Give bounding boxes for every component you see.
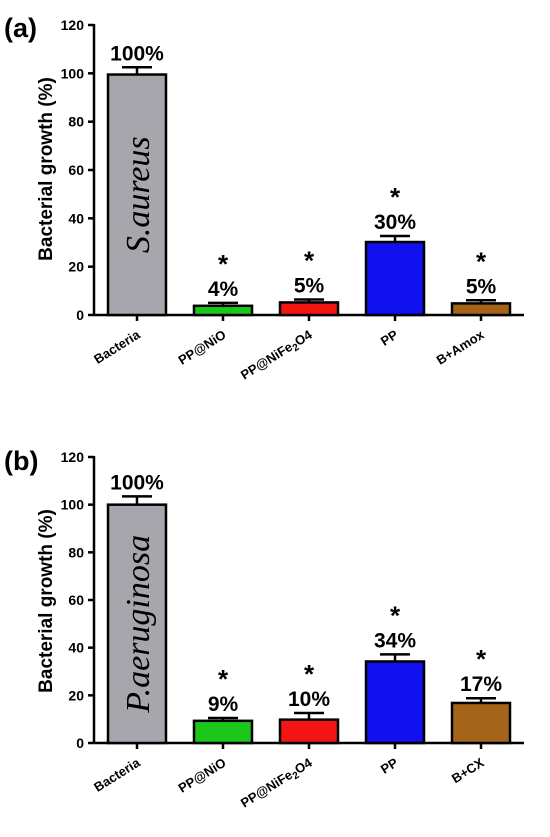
bar bbox=[192, 719, 254, 745]
y-tick-label: 0 bbox=[76, 735, 84, 751]
y-tick-label: 20 bbox=[68, 259, 84, 275]
bar-species-label: P.aeruginosa bbox=[120, 535, 157, 714]
data-label: 30% bbox=[374, 211, 416, 234]
x-tick-text: PP@NiO bbox=[176, 327, 229, 368]
y-tick-label: 40 bbox=[68, 210, 84, 226]
x-tick-label: Bacteria bbox=[91, 754, 143, 794]
x-tick-text: Bacteria bbox=[91, 754, 143, 794]
x-tick-label: PP bbox=[378, 327, 401, 349]
significance-star: * bbox=[390, 182, 401, 212]
significance-star: * bbox=[304, 659, 315, 689]
x-tick-label: PP bbox=[378, 755, 401, 777]
panel-label: (a) bbox=[4, 13, 37, 43]
bar-species-label: S.aureus bbox=[120, 136, 157, 253]
bar bbox=[450, 701, 512, 745]
data-label: 34% bbox=[374, 629, 416, 652]
data-label: 5% bbox=[294, 275, 325, 298]
x-tick-label: B+Amox bbox=[434, 326, 488, 367]
x-tick-label: PP@NiO bbox=[176, 327, 229, 368]
x-tick-text: PP@NiO bbox=[176, 755, 229, 796]
x-tick-text: Bacteria bbox=[91, 326, 143, 366]
significance-star: * bbox=[218, 664, 229, 694]
bar bbox=[278, 718, 340, 745]
significance-star: * bbox=[218, 249, 229, 279]
panel-label: (b) bbox=[4, 446, 38, 476]
x-tick-text: PP bbox=[378, 327, 401, 349]
bar bbox=[278, 301, 340, 317]
chart-panel-b: (b) Bacterial growth (%) 0 20 40 60 80 100 120… bbox=[4, 446, 524, 813]
chart-panel-a: (a) Bacterial growth (%) 0 20 40 60 80 100 120… bbox=[4, 13, 524, 385]
bar bbox=[450, 302, 512, 317]
y-tick-label: 100 bbox=[61, 65, 85, 81]
y-tick-label: 60 bbox=[68, 592, 84, 608]
data-label: 9% bbox=[208, 693, 239, 716]
x-tick-text: PP@NiFe bbox=[238, 339, 295, 383]
y-tick-label: 0 bbox=[76, 307, 84, 323]
x-tick-text: PP bbox=[378, 755, 401, 777]
x-tick-subscript: 2 bbox=[291, 770, 302, 783]
data-label: 17% bbox=[460, 673, 502, 696]
y-tick-label: 80 bbox=[68, 114, 84, 130]
data-label: 4% bbox=[208, 278, 239, 301]
bar bbox=[364, 240, 426, 317]
y-tick-label: 120 bbox=[61, 449, 85, 465]
x-tick-text: B+CX bbox=[449, 755, 487, 786]
significance-star: * bbox=[476, 246, 487, 276]
x-tick-text: B+Amox bbox=[434, 326, 488, 367]
y-tick-label: 20 bbox=[68, 687, 84, 703]
y-tick-label: 80 bbox=[68, 544, 84, 560]
x-tick-label: PP@NiFe2O4 bbox=[238, 326, 317, 385]
data-label: 100% bbox=[110, 42, 164, 65]
significance-star: * bbox=[304, 246, 315, 276]
x-tick-text: PP@NiFe bbox=[238, 767, 295, 811]
data-label: 5% bbox=[466, 275, 497, 298]
bar bbox=[364, 660, 426, 745]
x-tick-subscript: 2 bbox=[291, 342, 302, 355]
bar bbox=[106, 503, 168, 745]
significance-star: * bbox=[476, 644, 487, 674]
x-tick-label: PP@NiO bbox=[176, 755, 229, 796]
bar bbox=[192, 304, 254, 317]
x-tick-label: B+CX bbox=[449, 755, 487, 786]
x-tick-label: PP@NiFe2O4 bbox=[238, 754, 317, 813]
y-tick-label: 60 bbox=[68, 162, 84, 178]
data-label: 10% bbox=[288, 688, 330, 711]
y-tick-label: 40 bbox=[68, 640, 84, 656]
y-tick-label: 120 bbox=[61, 17, 85, 33]
y-tick-label: 100 bbox=[61, 497, 85, 513]
x-tick-label: Bacteria bbox=[91, 326, 143, 366]
significance-star: * bbox=[390, 600, 401, 630]
y-axis-title: Bacterial growth (%) bbox=[36, 77, 57, 261]
y-axis-title: Bacterial growth (%) bbox=[36, 509, 57, 693]
data-label: 100% bbox=[110, 471, 164, 494]
